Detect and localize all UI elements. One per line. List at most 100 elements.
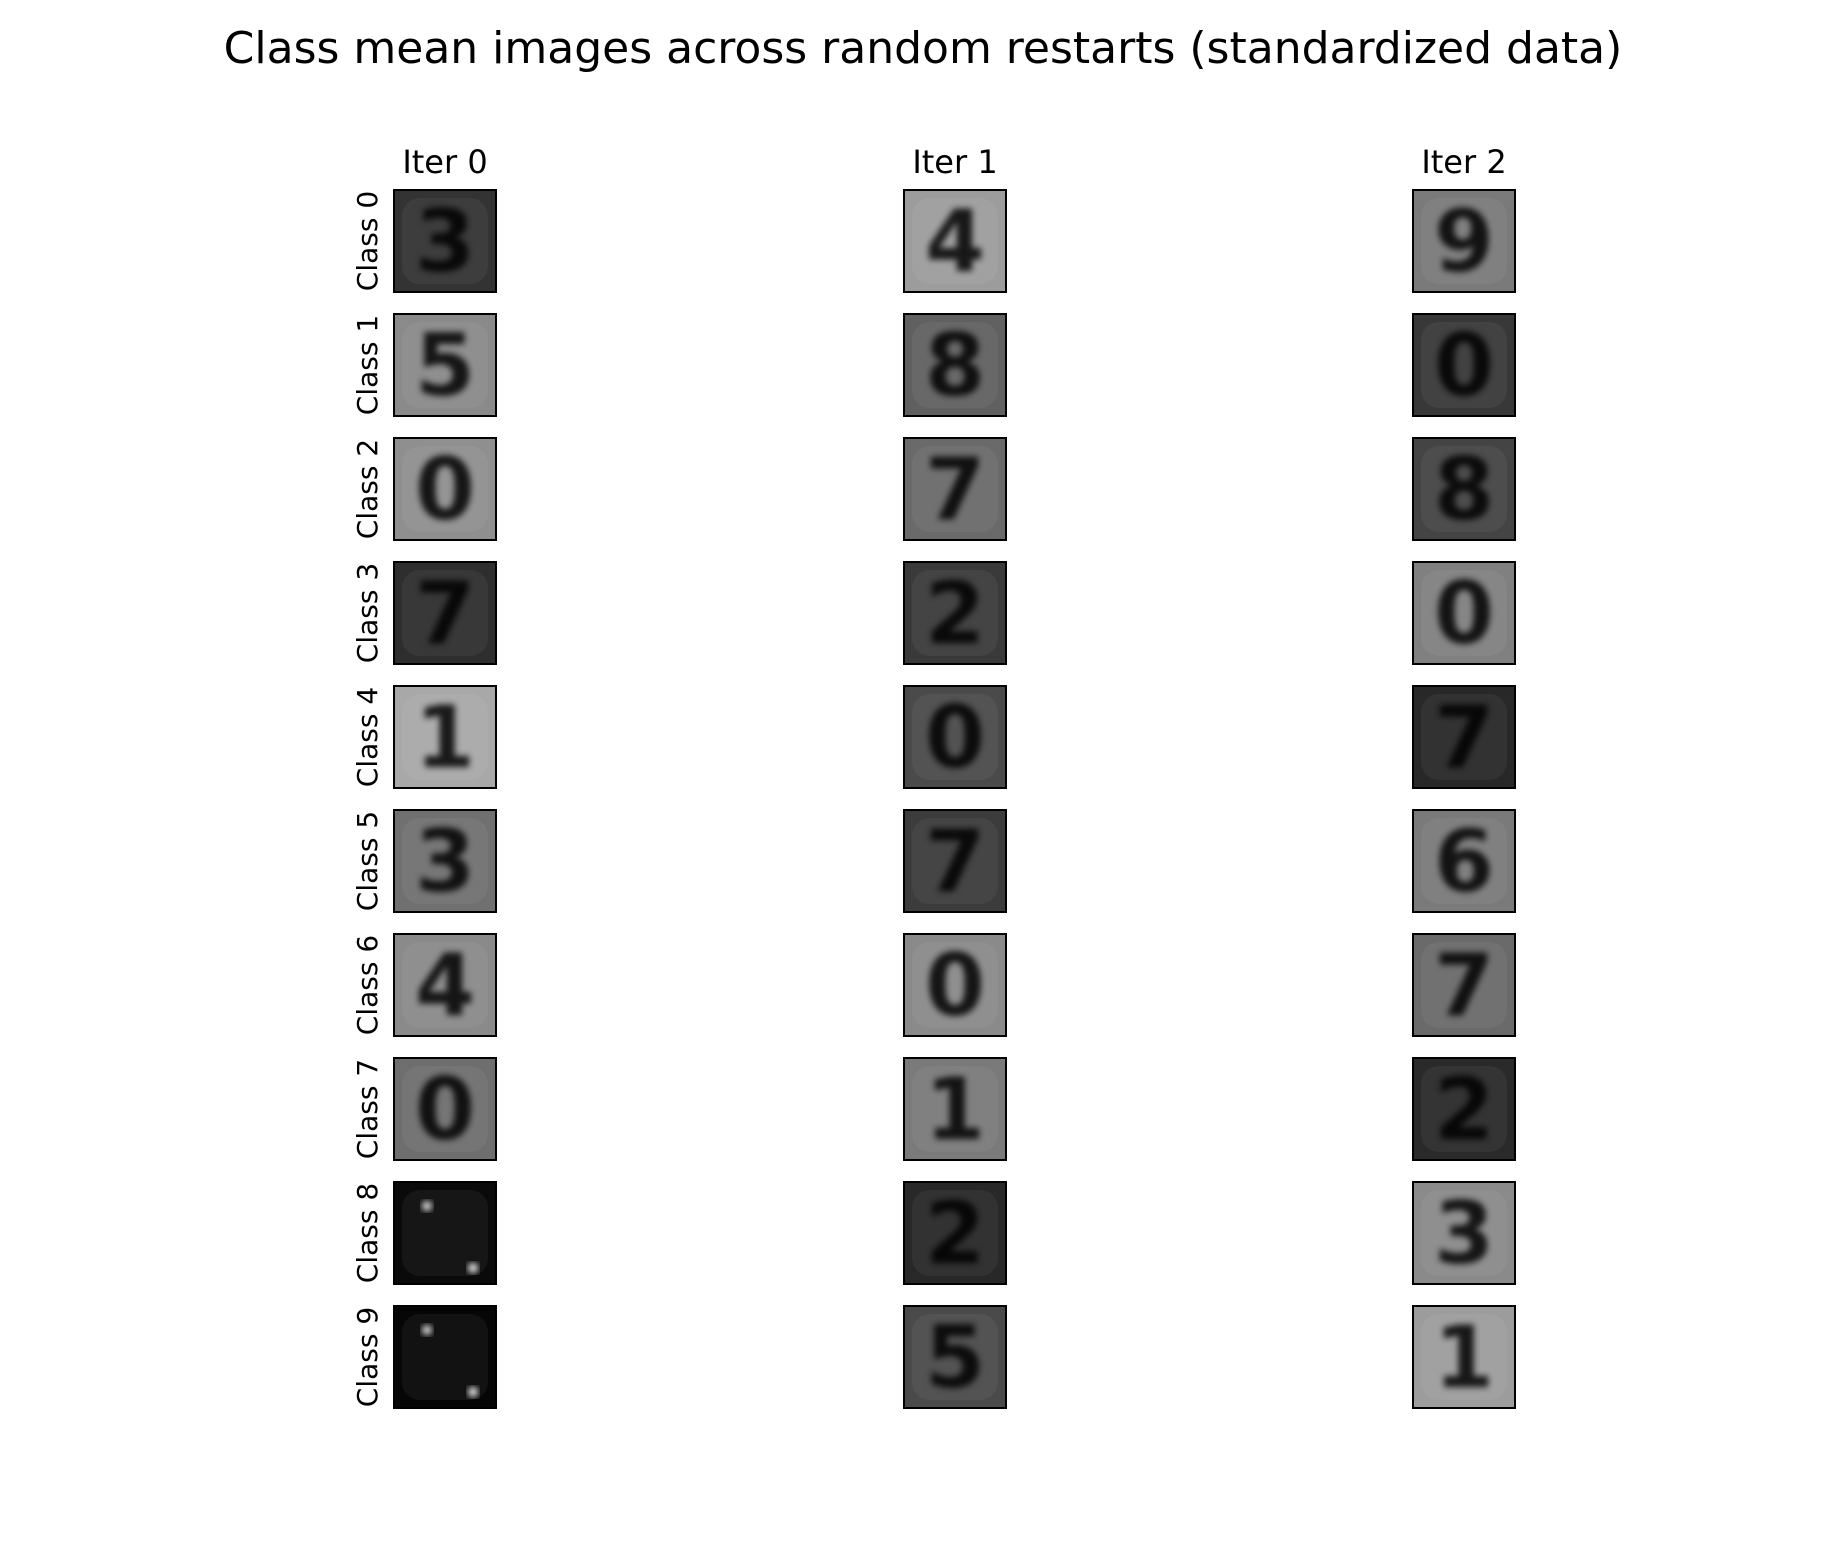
image-vignette [912,1190,998,1276]
image-frame [1412,685,1516,789]
image-background [394,686,496,788]
class-mean-image: 7 [393,561,497,665]
image-frame [903,189,1007,293]
image-vignette [1421,570,1507,656]
image-frame [903,1181,1007,1285]
image-background [1413,314,1515,416]
class-mean-image: 0 [393,437,497,541]
row-label-class-0: Class 0 [351,191,384,291]
image-background [1413,1182,1515,1284]
class-mean-image: 5 [393,313,497,417]
image-background [1413,190,1515,292]
image-frame [903,313,1007,417]
image-vignette [912,942,998,1028]
image-frame [393,685,497,789]
image-background [394,1306,496,1408]
image-background [394,1058,496,1160]
digit-glyph: 0 [1434,316,1494,416]
image-frame [1412,809,1516,913]
image-background [904,1182,1006,1284]
image-vignette [1421,198,1507,284]
class-mean-image: 7 [903,809,1007,913]
image-frame [1412,933,1516,1037]
digit-glyph: 5 [925,1308,985,1408]
image-frame [903,561,1007,665]
figure-title: Class mean images across random restarts… [224,23,1623,74]
digit-glyph: 3 [1434,1184,1494,1284]
digit-glyph: 8 [1434,440,1494,540]
row-label-class-6: Class 6 [351,935,384,1035]
class-mean-image: 1 [903,1057,1007,1161]
image-vignette [1421,942,1507,1028]
image-frame [903,1057,1007,1161]
image-background [904,314,1006,416]
image-frame [393,313,497,417]
image-background [1413,562,1515,664]
class-mean-image [393,1181,497,1285]
image-background [904,190,1006,292]
image-background [1413,438,1515,540]
digit-glyph: 7 [925,812,985,912]
image-vignette [912,1066,998,1152]
image-vignette [912,322,998,408]
image-frame [1412,1181,1516,1285]
digit-glyph: 7 [415,564,475,664]
digit-glyph: 3 [415,812,475,912]
image-background [1413,1306,1515,1408]
digit-glyph: 3 [415,192,475,292]
digit-glyph: 2 [925,564,985,664]
digit-glyph: 7 [1434,688,1494,788]
image-vignette [912,818,998,904]
class-mean-image: 7 [903,437,1007,541]
column-header-iter-1: Iter 1 [912,143,997,181]
image-vignette [402,570,488,656]
class-mean-image: 0 [903,933,1007,1037]
image-vignette [402,694,488,780]
digit-glyph: 7 [925,440,985,540]
image-frame [393,1305,497,1409]
image-vignette [912,570,998,656]
image-background [394,1182,496,1284]
class-mean-image: 2 [903,1181,1007,1285]
image-background [1413,810,1515,912]
row-label-class-7: Class 7 [351,1059,384,1159]
column-header-iter-0: Iter 0 [402,143,487,181]
image-background [394,438,496,540]
class-mean-image: 7 [1412,685,1516,789]
image-frame [1412,313,1516,417]
class-mean-image: 1 [393,685,497,789]
image-vignette [402,1190,488,1276]
digit-glyph: 1 [415,688,475,788]
bright-speck [422,1201,432,1211]
class-mean-image: 5 [903,1305,1007,1409]
digit-glyph: 4 [925,192,985,292]
image-background [394,314,496,416]
image-frame [903,437,1007,541]
image-background [904,562,1006,664]
digit-glyph: 2 [925,1184,985,1284]
image-vignette [912,446,998,532]
image-background [394,190,496,292]
digit-glyph: 4 [415,936,475,1036]
image-frame [1412,1305,1516,1409]
image-vignette [912,198,998,284]
image-background [1413,686,1515,788]
image-vignette [402,446,488,532]
image-frame [903,685,1007,789]
image-frame [393,809,497,913]
class-mean-image: 9 [1412,189,1516,293]
image-background [904,438,1006,540]
column-header-iter-2: Iter 2 [1421,143,1506,181]
class-mean-image: 7 [1412,933,1516,1037]
class-mean-image: 3 [393,189,497,293]
digit-glyph: 1 [1434,1308,1494,1408]
image-frame [1412,561,1516,665]
image-frame [903,1305,1007,1409]
class-mean-image: 2 [1412,1057,1516,1161]
row-label-class-5: Class 5 [351,811,384,911]
image-grid: Iter 0 3 5 0 7 1 3 4 0 Iter 1 4 8 7 2 0 7 0 1 2 5 Iter 2 9 0 8 0… [351,143,1516,1409]
image-frame [393,437,497,541]
image-background [904,1306,1006,1408]
image-frame [393,561,497,665]
